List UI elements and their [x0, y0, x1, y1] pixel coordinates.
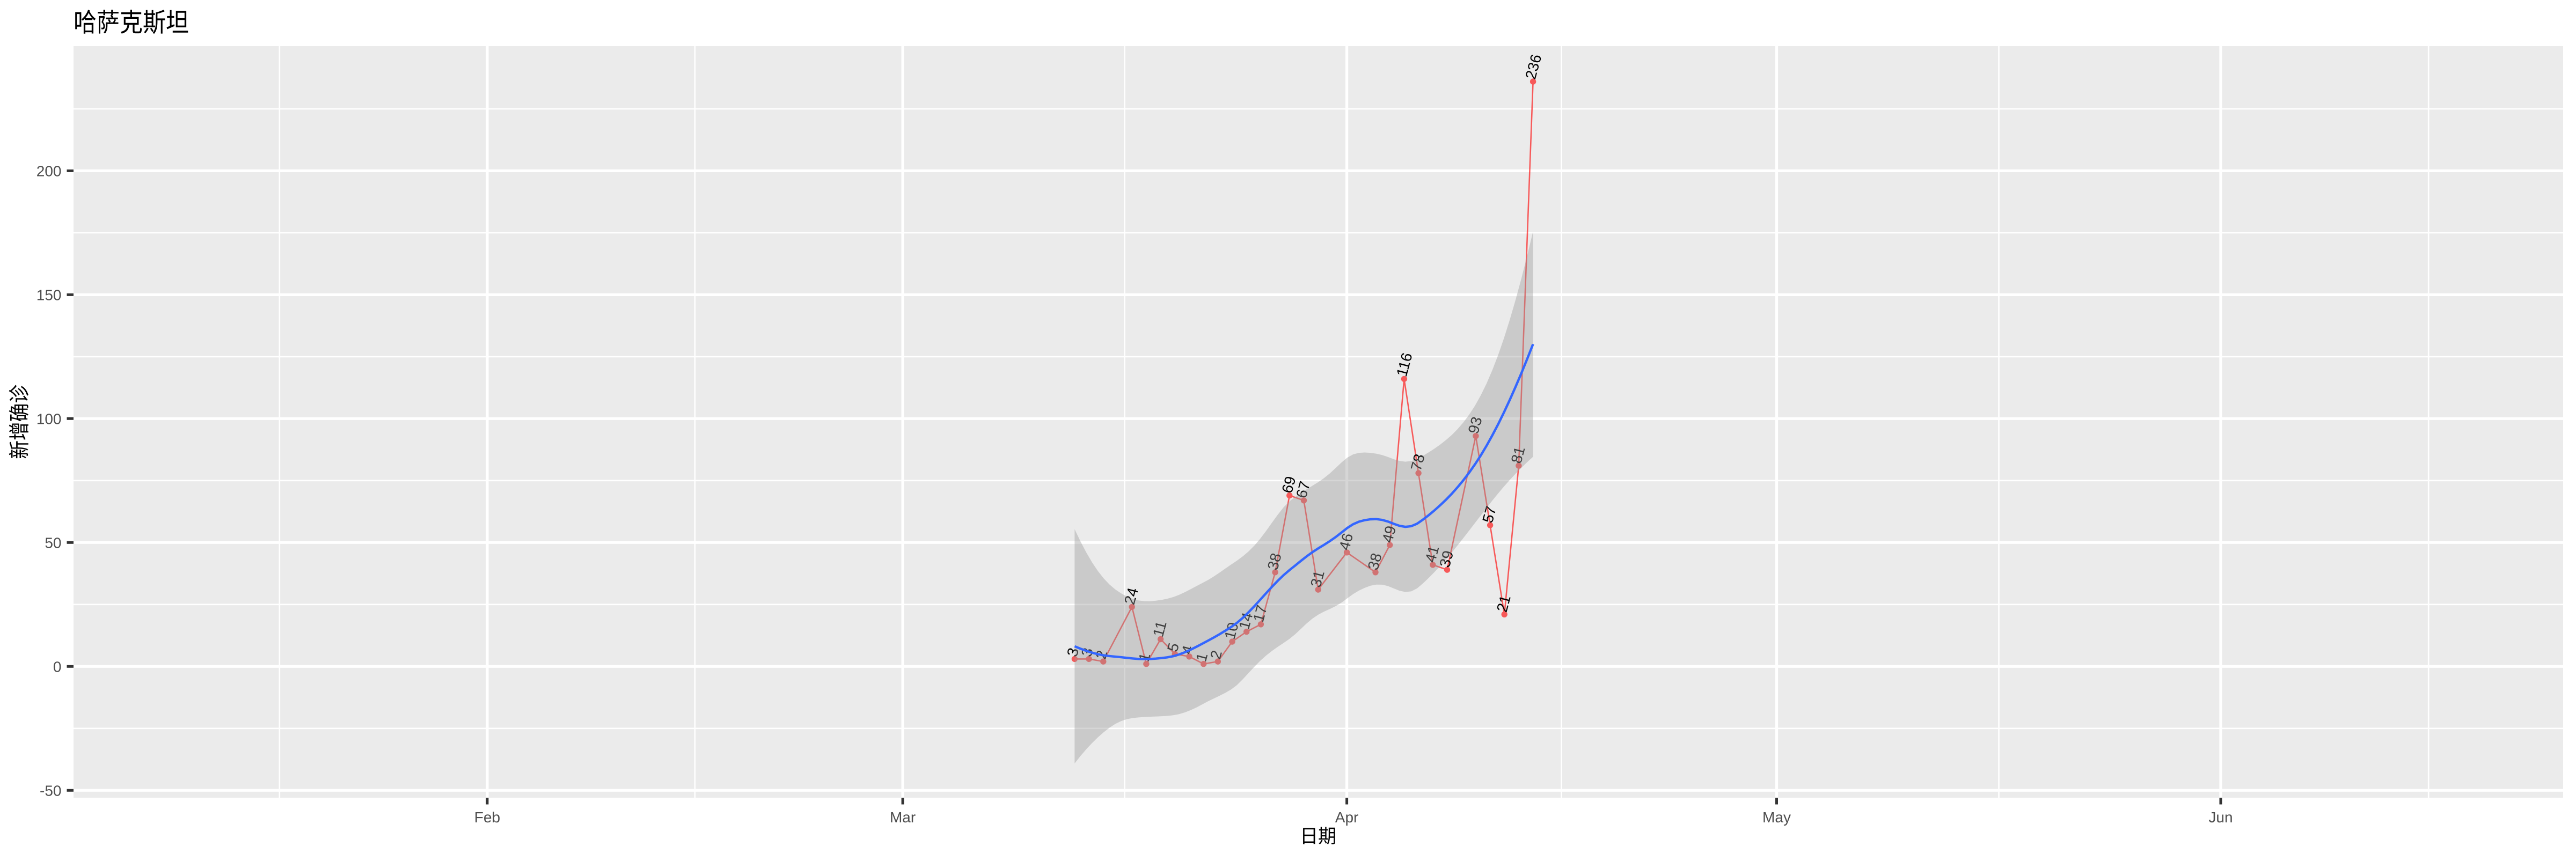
- svg-text:3: 3: [1064, 646, 1082, 658]
- svg-text:-50: -50: [40, 782, 61, 799]
- svg-text:1: 1: [1192, 651, 1211, 664]
- svg-text:Mar: Mar: [890, 809, 916, 826]
- svg-text:100: 100: [36, 410, 62, 427]
- svg-text:5: 5: [1164, 641, 1182, 653]
- svg-text:200: 200: [36, 163, 62, 179]
- svg-text:2: 2: [1207, 649, 1225, 661]
- svg-text:May: May: [1762, 809, 1791, 826]
- svg-text:150: 150: [36, 286, 62, 303]
- svg-text:Apr: Apr: [1335, 809, 1359, 826]
- svg-text:Feb: Feb: [474, 809, 500, 826]
- svg-text:0: 0: [53, 658, 62, 675]
- svg-text:Jun: Jun: [2208, 809, 2233, 826]
- svg-text:50: 50: [45, 534, 61, 551]
- svg-text:1: 1: [1136, 651, 1154, 664]
